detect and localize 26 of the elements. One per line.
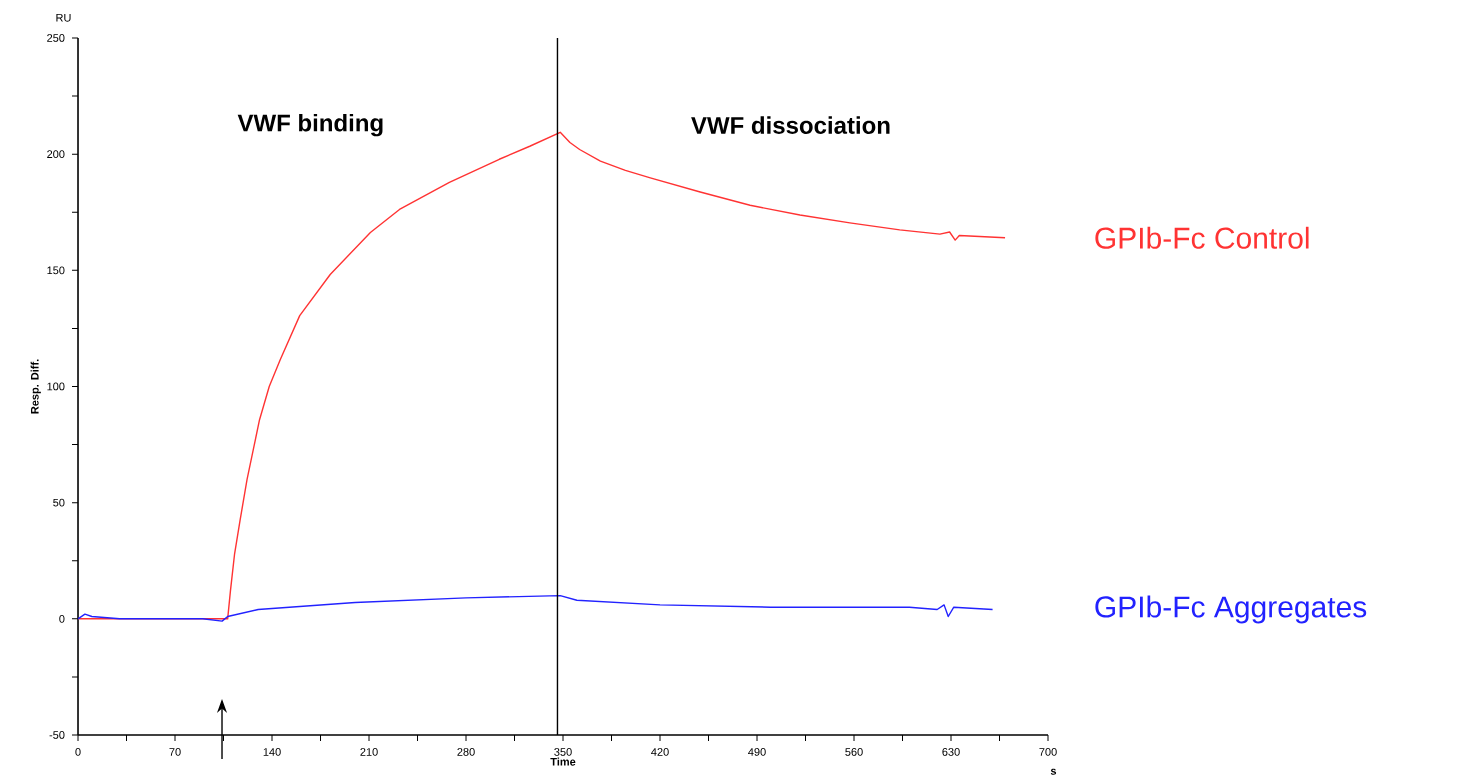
x-tick-label: 630 — [942, 748, 960, 756]
x-tick-label: 420 — [651, 748, 669, 756]
x-tick-label: 350 — [554, 748, 572, 756]
y-tick-label: 250 — [47, 34, 65, 42]
x-tick-label: 560 — [845, 748, 863, 756]
y-tick-label: -50 — [49, 731, 65, 739]
x-axis-title: Time — [550, 757, 576, 766]
text: s — [1050, 768, 1057, 775]
text: GPIb-Fc Aggregates — [1095, 595, 1367, 624]
annotation: VWF dissociation — [691, 116, 890, 134]
x-tick-label: 0 — [75, 748, 81, 756]
y-axis-title: Resp. Diff. — [30, 359, 41, 414]
x-tick-label: 210 — [360, 748, 378, 756]
y-tick-label: 50 — [53, 498, 65, 507]
x-tick-label: 70 — [169, 748, 181, 756]
x-tick-label: 490 — [748, 748, 766, 756]
y-tick-label: 200 — [47, 150, 65, 159]
x-tick-label: 140 — [263, 748, 281, 756]
text: GPIb-Fc Control — [1095, 226, 1309, 249]
x-tick-label: 280 — [457, 748, 475, 756]
annotation: VWF binding — [237, 113, 383, 137]
y-tick-label: 100 — [47, 382, 65, 391]
y-tick-label: 0 — [59, 614, 65, 623]
x-tick-label: 700 — [1039, 748, 1057, 756]
y-tick-label: 150 — [47, 266, 65, 275]
text: RU — [56, 13, 71, 22]
